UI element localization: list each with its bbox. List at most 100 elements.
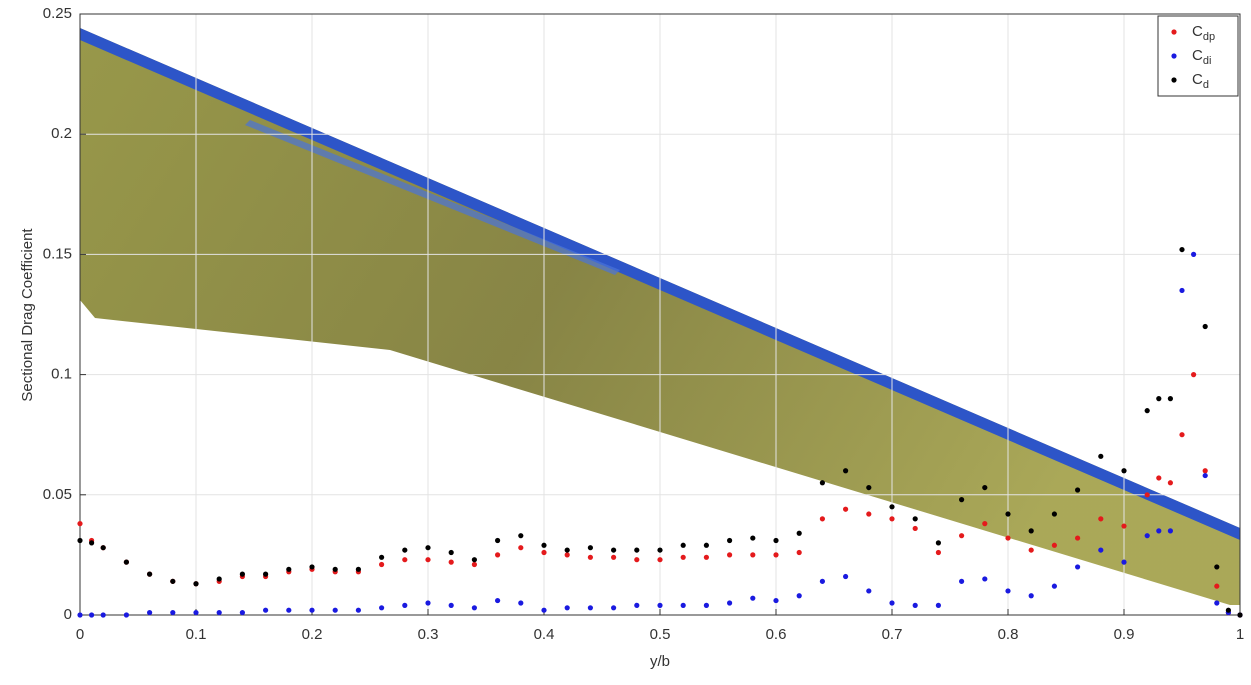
- legend-marker: [1171, 29, 1176, 34]
- data-point: [402, 603, 407, 608]
- data-point: [472, 605, 477, 610]
- data-point: [1121, 468, 1126, 473]
- data-point: [1075, 487, 1080, 492]
- data-point: [820, 579, 825, 584]
- y-tick-label: 0.05: [43, 486, 72, 503]
- data-point: [379, 605, 384, 610]
- data-point: [1191, 372, 1196, 377]
- data-point: [472, 562, 477, 567]
- x-tick-label: 0.4: [534, 626, 555, 643]
- data-point: [913, 603, 918, 608]
- data-point: [472, 557, 477, 562]
- data-point: [1029, 528, 1034, 533]
- data-point: [611, 605, 616, 610]
- data-point: [565, 547, 570, 552]
- legend-marker: [1171, 53, 1176, 58]
- y-tick-label: 0.1: [51, 366, 72, 383]
- data-point: [843, 468, 848, 473]
- data-point: [1052, 511, 1057, 516]
- x-tick-label: 1: [1236, 626, 1244, 643]
- data-point: [425, 545, 430, 550]
- data-point: [1156, 528, 1161, 533]
- data-point: [1168, 396, 1173, 401]
- data-point: [541, 550, 546, 555]
- data-point: [889, 516, 894, 521]
- data-point: [681, 603, 686, 608]
- data-point: [866, 511, 871, 516]
- data-point: [1052, 543, 1057, 548]
- data-point: [1179, 288, 1184, 293]
- data-point: [1214, 584, 1219, 589]
- data-point: [1052, 584, 1057, 589]
- data-point: [402, 557, 407, 562]
- data-point: [124, 560, 129, 565]
- data-point: [588, 605, 593, 610]
- data-point: [1005, 511, 1010, 516]
- data-point: [240, 572, 245, 577]
- data-point: [959, 497, 964, 502]
- data-point: [936, 540, 941, 545]
- data-point: [402, 547, 407, 552]
- data-point: [773, 538, 778, 543]
- data-point: [1203, 468, 1208, 473]
- data-point: [820, 516, 825, 521]
- data-point: [634, 557, 639, 562]
- data-point: [263, 608, 268, 613]
- data-point: [866, 485, 871, 490]
- data-point: [750, 535, 755, 540]
- data-point: [425, 557, 430, 562]
- legend-marker: [1171, 77, 1176, 82]
- data-point: [147, 572, 152, 577]
- data-point: [1156, 475, 1161, 480]
- data-point: [797, 550, 802, 555]
- data-point: [634, 603, 639, 608]
- data-point: [89, 540, 94, 545]
- data-point: [1029, 593, 1034, 598]
- data-point: [101, 612, 106, 617]
- data-point: [1168, 480, 1173, 485]
- chart: y/b Sectional Drag Coefficient 00.10.20.…: [0, 0, 1251, 680]
- x-tick-label: 0: [76, 626, 84, 643]
- data-point: [541, 608, 546, 613]
- data-point: [77, 612, 82, 617]
- data-point: [101, 545, 106, 550]
- data-point: [982, 485, 987, 490]
- data-point: [379, 562, 384, 567]
- data-point: [750, 596, 755, 601]
- data-point: [727, 538, 732, 543]
- page: {"chart_data": {"type": "scatter", "x_la…: [0, 0, 1251, 685]
- data-point: [77, 538, 82, 543]
- data-point: [449, 603, 454, 608]
- data-point: [217, 576, 222, 581]
- y-tick-label: 0.2: [51, 125, 72, 142]
- data-point: [309, 564, 314, 569]
- x-tick-label: 0.9: [1114, 626, 1135, 643]
- data-point: [959, 533, 964, 538]
- data-point: [425, 600, 430, 605]
- data-point: [773, 598, 778, 603]
- data-point: [541, 543, 546, 548]
- data-point: [1179, 247, 1184, 252]
- data-point: [495, 538, 500, 543]
- data-point: [565, 605, 570, 610]
- data-point: [982, 521, 987, 526]
- data-point: [936, 550, 941, 555]
- data-point: [518, 600, 523, 605]
- data-point: [124, 612, 129, 617]
- y-tick-label: 0.25: [43, 5, 72, 22]
- data-point: [449, 550, 454, 555]
- data-point: [170, 610, 175, 615]
- x-axis-label: y/b: [650, 653, 670, 670]
- data-point: [657, 557, 662, 562]
- data-point: [704, 603, 709, 608]
- data-point: [1203, 473, 1208, 478]
- data-point: [1145, 492, 1150, 497]
- data-point: [77, 521, 82, 526]
- data-point: [681, 543, 686, 548]
- data-point: [565, 552, 570, 557]
- data-point: [704, 543, 709, 548]
- x-tick-label: 0.5: [650, 626, 671, 643]
- data-point: [286, 567, 291, 572]
- data-point: [286, 608, 291, 613]
- data-point: [333, 608, 338, 613]
